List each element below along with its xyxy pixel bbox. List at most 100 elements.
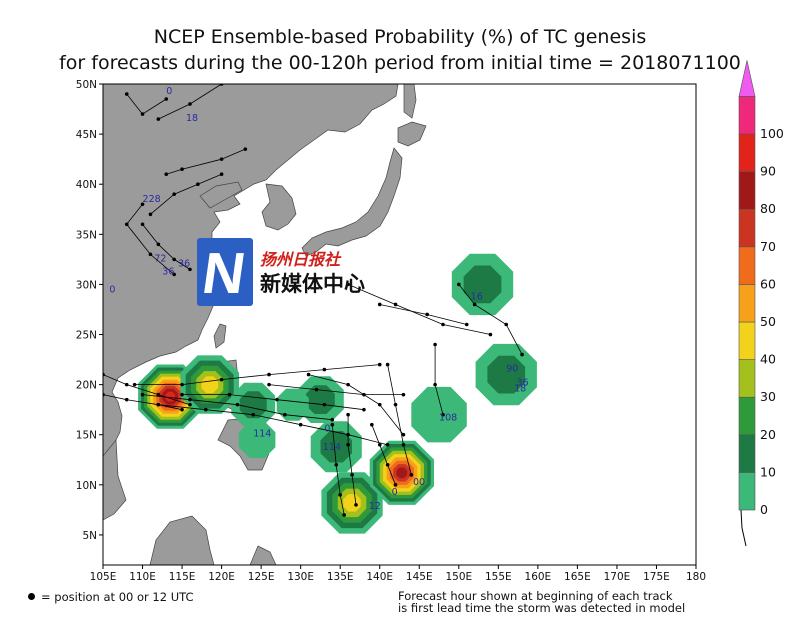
track-position-dot bbox=[464, 322, 469, 327]
colorbar-segment bbox=[738, 321, 756, 360]
probability-contour bbox=[343, 494, 361, 512]
sakhalin bbox=[403, 84, 417, 119]
track-position-dot bbox=[362, 407, 366, 412]
probability-contour bbox=[306, 385, 335, 414]
track-position-dot bbox=[409, 473, 414, 477]
track-position-dot bbox=[441, 322, 445, 327]
lon-label: 125E bbox=[248, 571, 275, 583]
track-position-dot bbox=[267, 382, 271, 387]
storm-track bbox=[371, 424, 396, 485]
track-position-dot bbox=[124, 222, 129, 227]
track-position-dot bbox=[172, 257, 176, 262]
track-position-dot bbox=[346, 412, 350, 417]
lat-label: 40N bbox=[76, 179, 97, 191]
colorbar-segment bbox=[738, 171, 756, 210]
lon-label: 145E bbox=[406, 571, 433, 583]
storm-track bbox=[387, 364, 412, 475]
n-logo-icon: N bbox=[197, 238, 253, 306]
track-position-dot bbox=[425, 312, 429, 317]
track-position-dot bbox=[334, 462, 339, 467]
map-frame bbox=[102, 83, 697, 566]
track-position-dot bbox=[188, 267, 192, 272]
track-position-dot bbox=[385, 362, 390, 367]
japan-hokkaido bbox=[397, 121, 427, 147]
lat-label: 45N bbox=[76, 129, 97, 141]
lat-label: 10N bbox=[76, 480, 97, 492]
track-position-dot bbox=[354, 503, 358, 507]
track-position-dot bbox=[377, 442, 382, 447]
colorbar-segment bbox=[738, 246, 756, 285]
storm-track bbox=[308, 374, 404, 435]
track-position-dot bbox=[203, 407, 208, 412]
track-position-dot bbox=[385, 462, 390, 467]
track-hour-label: 0 bbox=[324, 424, 330, 435]
track-position-dot bbox=[124, 92, 129, 96]
watermark-bottom: 新媒体中心 bbox=[260, 272, 365, 296]
lon-label: 175E bbox=[643, 571, 670, 583]
track-position-dot bbox=[251, 412, 256, 417]
storm-track bbox=[458, 284, 523, 355]
track-position-dot bbox=[350, 473, 354, 477]
colorbar-segment bbox=[738, 434, 756, 473]
colorbar-segment bbox=[738, 284, 756, 323]
storm-track bbox=[347, 414, 357, 505]
track-position-dot bbox=[156, 402, 161, 407]
track-position-dot bbox=[322, 402, 327, 407]
track-position-dot bbox=[227, 392, 232, 397]
colorbar-segment bbox=[738, 96, 756, 135]
japan-honshu bbox=[301, 147, 403, 257]
track-position-dot bbox=[401, 432, 406, 437]
colorbar-segment bbox=[738, 396, 756, 436]
track-position-dot bbox=[433, 342, 437, 347]
track-position-dot bbox=[140, 112, 145, 116]
colorbar-label: 100 bbox=[760, 126, 784, 141]
track-position-dot bbox=[180, 392, 184, 397]
legend-note: = position at 00 or 12 UTC bbox=[28, 590, 194, 604]
track-position-dot bbox=[235, 402, 240, 407]
probability-contour bbox=[165, 391, 176, 402]
legend-text: = position at 00 or 12 UTC bbox=[41, 590, 194, 604]
track-position-dot bbox=[377, 302, 382, 307]
forecast-note: Forecast hour shown at beginning of each… bbox=[398, 590, 685, 614]
track-position-dot bbox=[132, 382, 137, 387]
track-hour-label: 72 bbox=[154, 253, 166, 264]
lat-label: 50N bbox=[76, 79, 97, 91]
track-position-dot bbox=[370, 422, 374, 427]
track-hour-label: 0 bbox=[109, 284, 115, 295]
lon-label: 180 bbox=[686, 571, 706, 583]
track-position-dot bbox=[346, 282, 350, 287]
storm-track bbox=[150, 173, 222, 215]
track-position-dot bbox=[520, 352, 524, 357]
watermark-logo: N 扬州日报社 新媒体中心 bbox=[197, 238, 367, 306]
lon-label: 110E bbox=[129, 571, 156, 583]
probability-contour bbox=[463, 265, 502, 304]
track-position-dot bbox=[140, 202, 145, 207]
lat-label: 30N bbox=[76, 279, 97, 291]
track-hour-label: 114 bbox=[323, 442, 341, 453]
lon-label: 160E bbox=[525, 571, 552, 583]
colorbar-label: 50 bbox=[760, 314, 776, 329]
storm-track bbox=[103, 394, 183, 411]
sulawesi-edge bbox=[249, 545, 277, 565]
indochina bbox=[103, 439, 127, 521]
colorbar-segment bbox=[738, 133, 756, 172]
title-line-1: NCEP Ensemble-based Probability (%) of T… bbox=[153, 26, 647, 48]
probability-contour bbox=[320, 431, 352, 463]
storm-track bbox=[268, 384, 404, 395]
track-position-dot bbox=[330, 417, 335, 422]
lat-label: 25N bbox=[76, 330, 97, 342]
colorbar-label: 40 bbox=[760, 352, 776, 367]
track-hour-label: 12 bbox=[369, 501, 381, 512]
lat-label: 20N bbox=[76, 380, 97, 392]
track-position-dot bbox=[219, 172, 224, 176]
colorbar-label: 0 bbox=[760, 502, 768, 517]
lat-label: 35N bbox=[76, 229, 97, 241]
lat-label: 5N bbox=[82, 530, 97, 542]
track-position-dot bbox=[172, 272, 176, 277]
track-hour-label: 90 bbox=[506, 364, 518, 375]
track-hour-label: 36 bbox=[517, 378, 529, 389]
colorbar-segment bbox=[738, 359, 756, 398]
probability-contour bbox=[411, 386, 467, 443]
track-position-dot bbox=[401, 442, 406, 447]
